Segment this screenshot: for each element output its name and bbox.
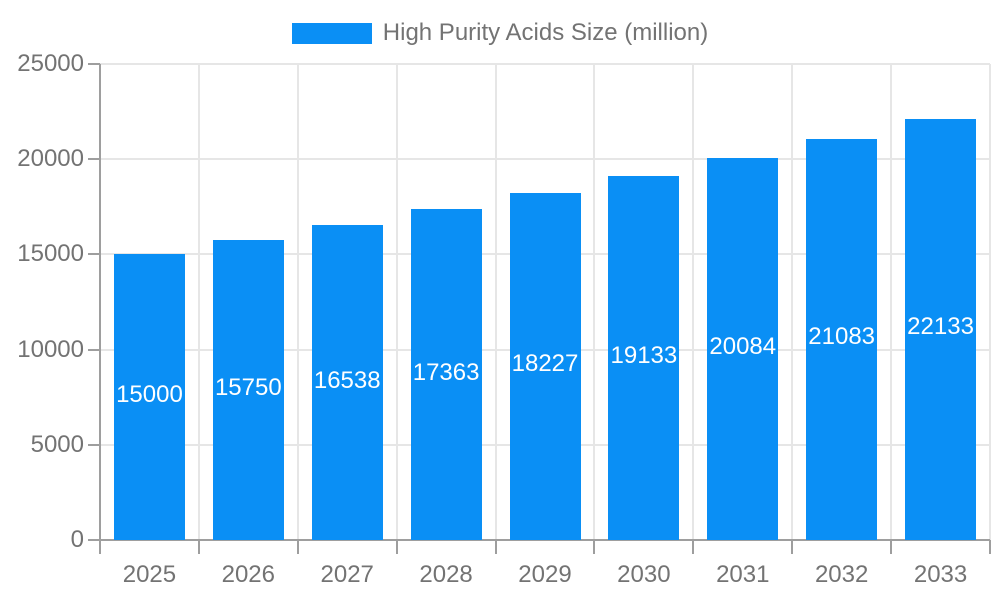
- x-axis-label: 2033: [913, 561, 968, 588]
- x-axis-label: 2026: [221, 561, 275, 588]
- v-gridline: [296, 64, 299, 540]
- bar-2030[interactable]: [608, 175, 680, 540]
- legend-label: High Purity Acids Size (million): [382, 19, 709, 46]
- y-axis-tick: [88, 158, 100, 161]
- x-axis-tick: [395, 540, 398, 554]
- legend-swatch: [291, 22, 372, 44]
- bar-value-label: 18227: [511, 350, 579, 378]
- v-gridline: [197, 64, 200, 540]
- y-axis-label: 5000: [30, 430, 84, 458]
- bar-value-label: 15750: [214, 374, 282, 402]
- bar-2031[interactable]: [707, 157, 779, 540]
- y-axis-tick: [88, 253, 100, 256]
- bar-value-label: 20084: [709, 332, 777, 360]
- x-axis-tick: [989, 540, 991, 554]
- x-axis-tick: [791, 540, 794, 554]
- x-axis-tick: [197, 540, 200, 554]
- x-axis-label: 2032: [814, 561, 869, 588]
- y-axis-label: 15000: [17, 240, 84, 268]
- bar-2029[interactable]: [509, 192, 581, 540]
- bar-2033[interactable]: [905, 118, 977, 540]
- bar-2032[interactable]: [806, 138, 878, 540]
- h-gridline: [100, 158, 990, 161]
- x-axis-tick: [296, 540, 299, 554]
- v-gridline: [593, 64, 596, 540]
- bar-2025[interactable]: [113, 254, 185, 540]
- bar-2028[interactable]: [410, 209, 482, 540]
- bar-value-label: 16538: [313, 366, 381, 394]
- bar-value-label: 22133: [907, 313, 974, 341]
- x-axis-line: [99, 539, 990, 541]
- x-axis-label: 2028: [419, 561, 473, 588]
- x-axis-label: 2031: [716, 561, 770, 588]
- y-axis-tick: [88, 348, 100, 351]
- x-axis-tick: [890, 540, 893, 554]
- y-axis-tick: [88, 443, 100, 446]
- bar-2027[interactable]: [311, 225, 383, 540]
- bar-value-label: 19133: [610, 341, 678, 369]
- x-axis-tick: [494, 540, 497, 554]
- y-axis-label: 25000: [17, 50, 84, 77]
- x-axis-label: 2025: [122, 561, 177, 588]
- v-gridline: [494, 64, 497, 540]
- bar-2026[interactable]: [212, 240, 284, 540]
- x-axis-tick: [692, 540, 695, 554]
- v-gridline: [989, 64, 991, 540]
- x-axis-tick: [99, 540, 101, 554]
- v-gridline: [890, 64, 893, 540]
- v-gridline: [692, 64, 695, 540]
- v-gridline: [791, 64, 794, 540]
- x-axis-label: 2030: [617, 561, 671, 588]
- y-axis-label: 20000: [17, 145, 84, 173]
- bar-value-label: 15000: [116, 381, 183, 409]
- y-axis-tick: [88, 539, 100, 541]
- y-axis-label: 0: [70, 526, 84, 553]
- y-axis-tick: [88, 63, 100, 65]
- h-gridline: [100, 63, 990, 65]
- legend[interactable]: High Purity Acids Size (million): [0, 20, 1000, 46]
- bar-value-label: 17363: [412, 358, 480, 386]
- y-axis-line: [99, 64, 101, 540]
- x-axis-label: 2029: [518, 561, 572, 588]
- y-axis-label: 10000: [17, 335, 84, 363]
- x-axis-label: 2027: [320, 561, 374, 588]
- v-gridline: [395, 64, 398, 540]
- bar-value-label: 21083: [808, 323, 876, 351]
- x-axis-tick: [593, 540, 596, 554]
